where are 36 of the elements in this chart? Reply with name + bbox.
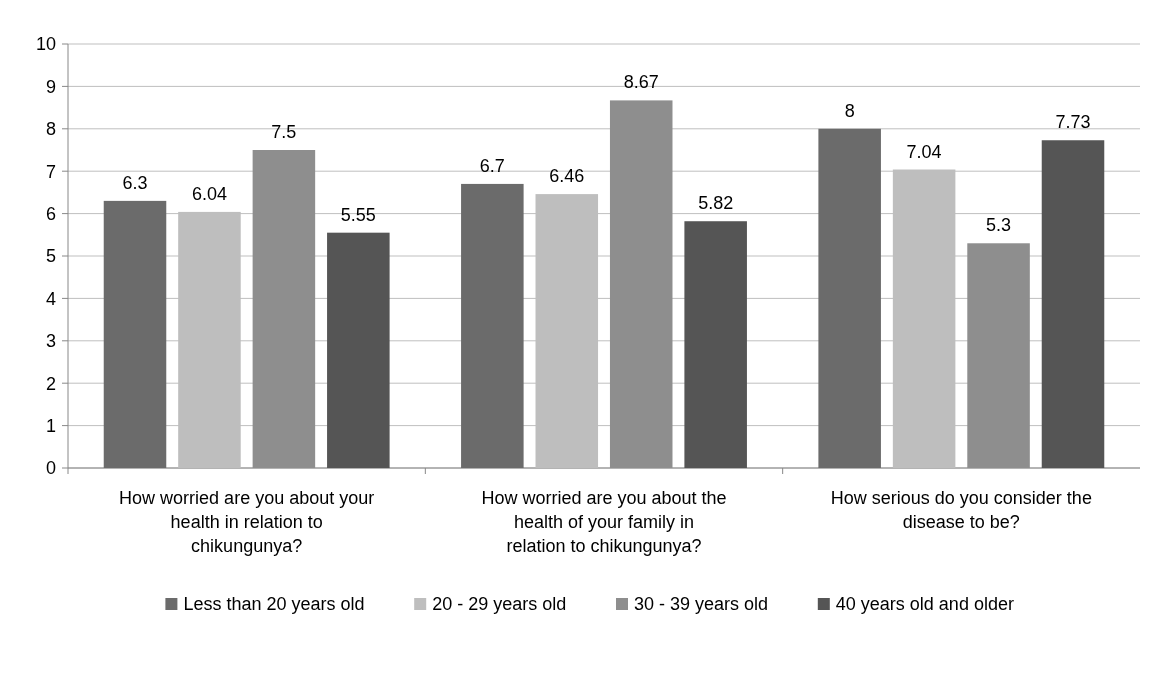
data-label: 5.82 xyxy=(698,193,734,214)
y-tick-label: 7 xyxy=(45,161,56,182)
bar xyxy=(1041,140,1105,468)
data-label: 7.04 xyxy=(906,141,942,162)
data-label: 6.7 xyxy=(479,155,505,176)
bar xyxy=(327,232,390,468)
y-tick-label: 9 xyxy=(45,76,56,97)
data-label: 6.3 xyxy=(122,172,148,193)
legend-label: 30 - 39 years old xyxy=(634,594,769,615)
y-tick-label: 8 xyxy=(45,119,56,140)
x-tick-label: How serious do you consider the disease to be? xyxy=(830,488,1092,532)
bar xyxy=(684,221,747,468)
data-label: 6.46 xyxy=(549,166,585,187)
bar xyxy=(103,200,167,468)
y-tick-label: 6 xyxy=(45,203,56,224)
y-tick-label: 10 xyxy=(35,34,56,55)
data-label: 8 xyxy=(844,100,855,121)
y-tick-label: 5 xyxy=(45,246,56,267)
y-tick-label: 0 xyxy=(45,458,56,479)
y-tick-label: 3 xyxy=(45,331,56,352)
data-label: 5.55 xyxy=(340,204,376,225)
x-tick-label: How worried are you about the health of your family in relation to chikungunya? xyxy=(481,488,727,556)
data-label: 5.3 xyxy=(986,215,1012,236)
data-label: 6.04 xyxy=(191,183,227,204)
data-label: 7.73 xyxy=(1055,112,1091,133)
data-label: 7.5 xyxy=(271,122,297,142)
data-label: 8.67 xyxy=(623,72,659,93)
legend-label: Less than 20 years old xyxy=(183,594,365,615)
legend-label: 40 years old and older xyxy=(835,594,1014,615)
bar xyxy=(818,128,881,468)
legend-label: 20 - 29 years old xyxy=(432,594,567,615)
x-tick-label: How worried are you about your health in relation to chikungunya? xyxy=(119,488,375,556)
y-tick-label: 1 xyxy=(45,415,56,436)
y-tick-label: 4 xyxy=(45,288,56,309)
y-tick-label: 2 xyxy=(45,373,56,394)
bar xyxy=(461,183,524,468)
